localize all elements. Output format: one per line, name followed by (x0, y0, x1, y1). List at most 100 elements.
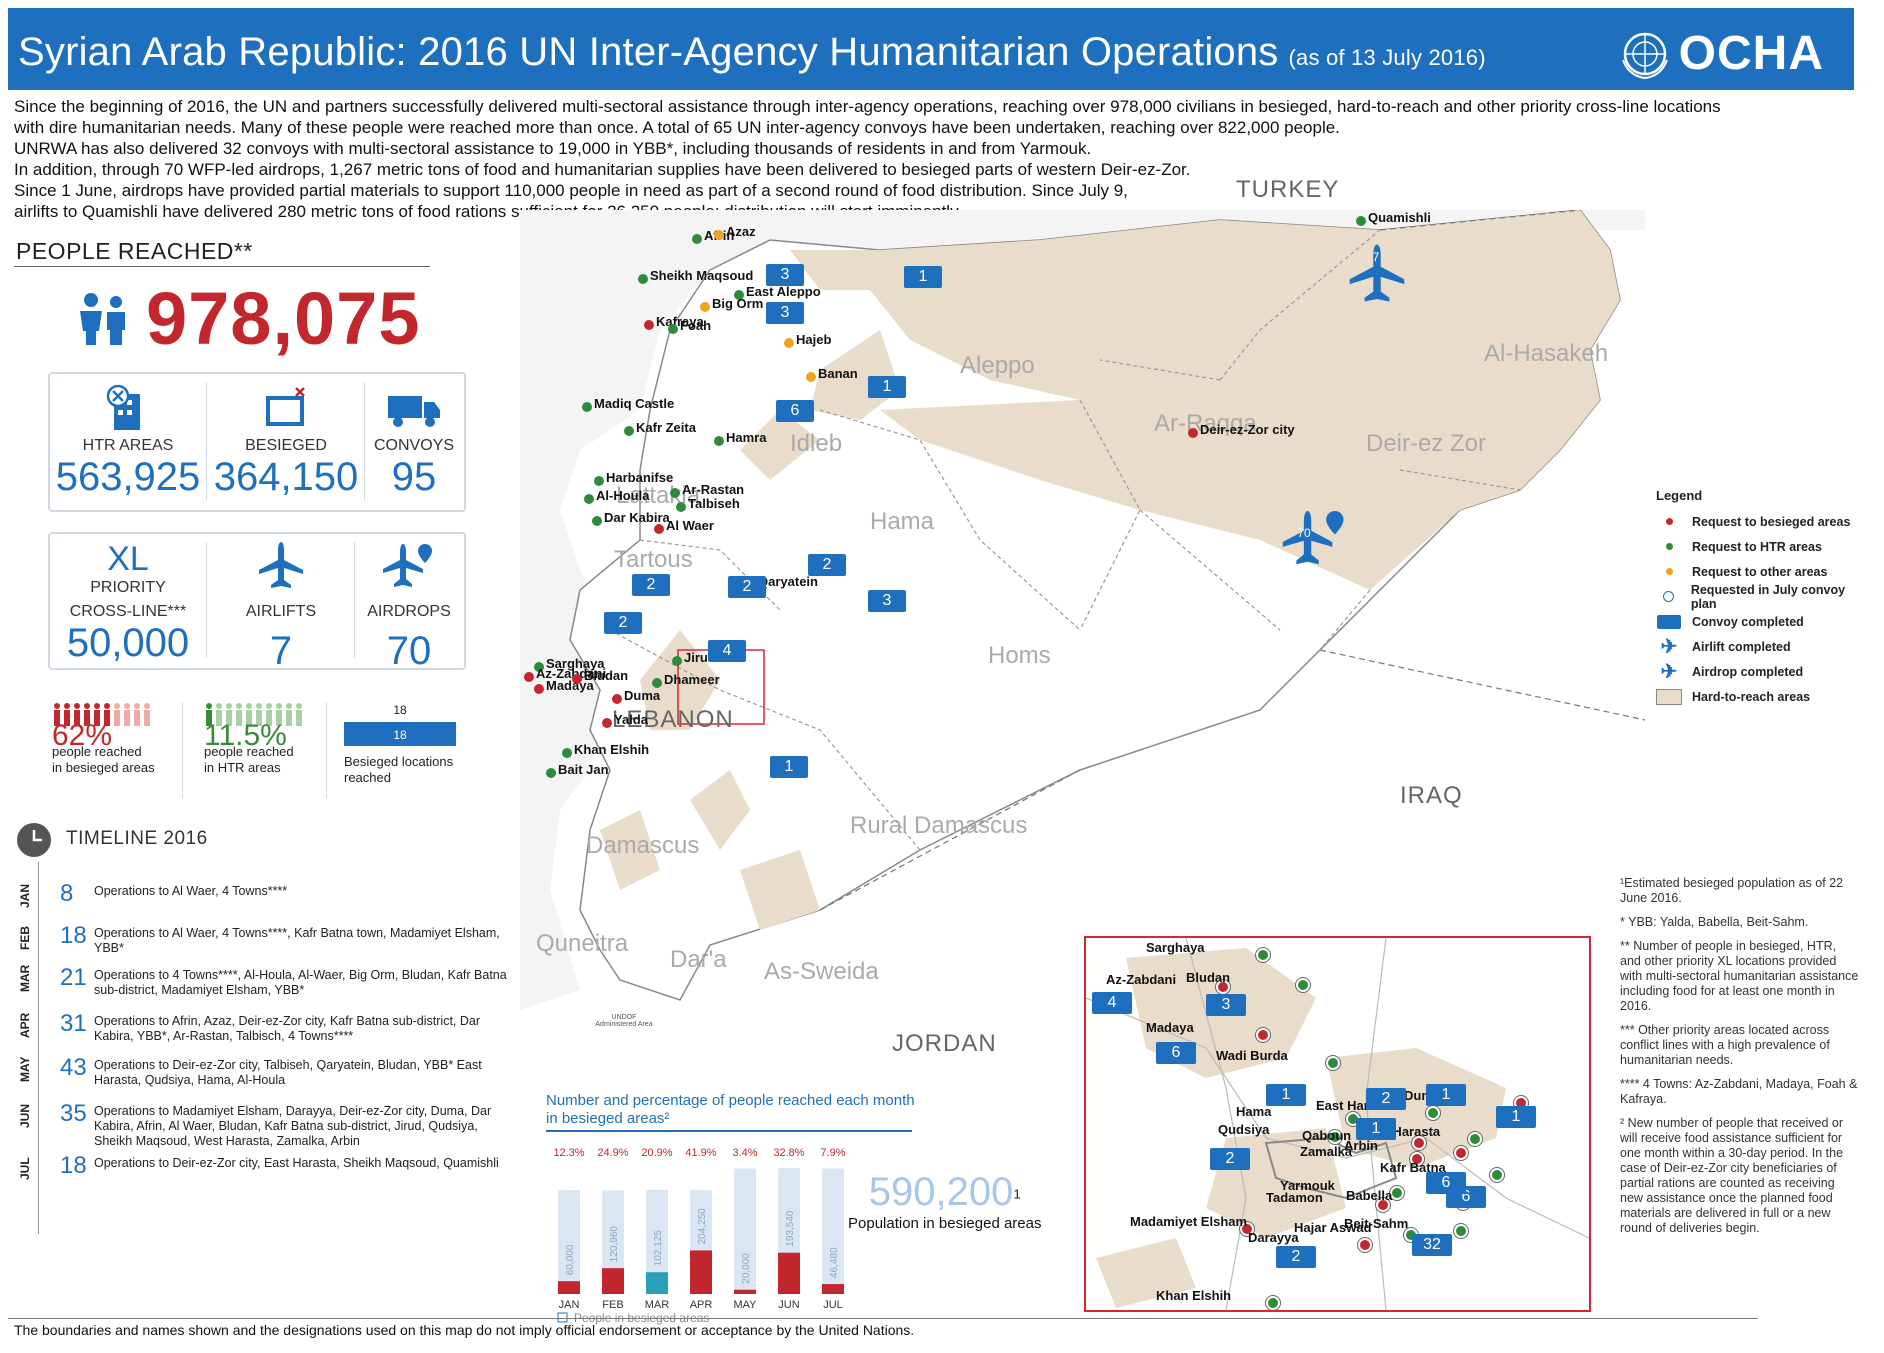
chart-title-rule (546, 1130, 912, 1132)
convoy-count: 1 (784, 758, 794, 775)
convoy-count: 6 (790, 402, 800, 419)
legend-item: ✈ Airlift completed (1656, 634, 1866, 659)
inset-location-marker (1326, 1056, 1340, 1070)
footnote: ** Number of people in besieged, HTR, an… (1620, 939, 1859, 1013)
person-mark (256, 703, 262, 709)
location-marker (734, 290, 744, 300)
bar-chart: 12.3% 60,000 JAN 24.9% 120,960 FEB 20.9% 102,12… (553, 1147, 845, 1340)
location-marker (534, 684, 544, 694)
timeline-row: JUL 18 Operations to Deir-ez-Zor city, Eas… (18, 1152, 499, 1192)
timeline-month: MAR (18, 964, 32, 992)
plane-icon: ✈ (1660, 635, 1678, 658)
timeline-text: Operations to Al Waer, 4 Towns****, Kafr… (94, 926, 500, 955)
convoy-count: 6 (1461, 1188, 1471, 1205)
location-marker (546, 768, 556, 778)
legend-label: Request to besieged areas (1692, 514, 1851, 529)
location-label: Talbiseh (688, 496, 740, 511)
intro-text: Since the beginning of 2016, the UN and … (14, 96, 1754, 222)
locations-bar: 18 (344, 722, 456, 746)
bar-reached (734, 1289, 756, 1294)
location-marker (670, 488, 680, 498)
person-mark (216, 703, 222, 709)
inset-location-marker (1216, 980, 1230, 994)
location-marker (714, 230, 724, 240)
timeline-count: 18 (60, 922, 87, 949)
gov-label-daraa: Dar'a (670, 946, 727, 973)
pct-besieged-locations: 18 18 Besieged locations reached (344, 702, 456, 786)
percent-label: 20.9% (641, 1147, 672, 1159)
legend-item: Request to other areas (1656, 559, 1866, 584)
map-base (520, 209, 1646, 1010)
location-marker (592, 516, 602, 526)
convoy-truck-icon: 3 (766, 302, 804, 324)
location-label: Dar Kabira (604, 510, 670, 525)
undof-label: UNDOF Administered Area (595, 1014, 653, 1028)
convoy-truck-icon: 3 (766, 264, 804, 286)
un-emblem-icon (1621, 32, 1668, 79)
person-mark (226, 710, 232, 726)
location-marker (562, 748, 572, 758)
bar-reached (602, 1268, 624, 1294)
timeline-count: 31 (60, 1010, 87, 1037)
person-mark (206, 710, 212, 726)
building-icon (106, 384, 140, 430)
clock-icon (17, 823, 51, 857)
inset-location-label: Az-Zabdani (1106, 972, 1177, 987)
convoy-truck-icon: 1 (868, 376, 906, 398)
inset-convoy-truck-icon: 6 (1156, 1042, 1196, 1064)
inset-location-label: Hajar Aswad (1294, 1220, 1372, 1235)
inset-location-label: Sarghaya (1146, 940, 1205, 955)
person-mark (114, 710, 120, 726)
category-label: JUL (823, 1299, 843, 1311)
location-label: Kafr Zeita (636, 420, 696, 435)
location-marker (676, 502, 686, 512)
convoy-count: 1 (918, 268, 928, 285)
location-marker (1356, 216, 1366, 226)
convoy-count: 4 (722, 642, 732, 659)
convoy-count: 2 (646, 576, 656, 593)
category-label: MAY (733, 1299, 757, 1311)
inset-location-label: Madaya (1146, 1020, 1194, 1035)
inset-location-label: Hama (1236, 1104, 1272, 1119)
besieged-people-pictogram-icon (54, 703, 150, 726)
gov-label-rural-damascus: Rural Damascus (850, 812, 1028, 839)
person-mark (286, 710, 292, 726)
bar-reached (778, 1252, 800, 1294)
location-label: Banan (818, 366, 858, 381)
inset-location-label: Beit-Sahm (1344, 1216, 1409, 1231)
stat-label: AIRDROPS (367, 603, 451, 620)
convoy-count: 2 (822, 556, 832, 573)
footnote: ² New number of people that received or … (1620, 1116, 1844, 1235)
pct-label: in besieged areas (52, 760, 155, 775)
stat-value: 364,150 (213, 455, 359, 499)
convoy-count: 2 (742, 578, 752, 595)
location-label: Ar-Rastan (682, 482, 745, 497)
timeline-count: 21 (60, 964, 87, 991)
inset-location-label: Darayya (1248, 1230, 1299, 1245)
person-mark (74, 703, 80, 709)
timeline-month: FEB (18, 926, 32, 950)
location-label: Hamra (726, 430, 767, 445)
value-label: 204,250 (697, 1208, 708, 1245)
location-marker (534, 662, 544, 672)
inset-location-label: Tadamon (1266, 1190, 1323, 1205)
location-label: Khan Elshih (574, 742, 650, 757)
stat-htr-areas: HTR AREAS 563,925 (50, 384, 206, 500)
besieged-monthly-chart: Number and percentage of people reached … (546, 1092, 926, 1340)
bar-population (646, 1189, 668, 1294)
location-label: Harbanifse (606, 470, 674, 485)
category-label: JUN (778, 1299, 799, 1311)
person-mark (246, 703, 252, 709)
airlift-plane-icon (1349, 244, 1405, 302)
pct-label: people reached (52, 744, 142, 759)
besieged-population-label: Population in besieged areas (848, 1215, 1042, 1232)
inset-convoy-truck-icon: 3 (1206, 994, 1246, 1016)
timeline-text: Operations to Afrin, Azaz, Deir-ez-Zor c… (94, 1014, 481, 1043)
inset-convoy-truck-icon: 1 (1496, 1106, 1536, 1128)
person-mark (104, 703, 110, 709)
inset-location-marker (1376, 1198, 1390, 1212)
location-label: Qaryatein (758, 574, 818, 589)
convoy-count: 32 (1423, 1236, 1441, 1253)
person-mark (206, 703, 212, 709)
convoy-count: 6 (1171, 1044, 1181, 1061)
